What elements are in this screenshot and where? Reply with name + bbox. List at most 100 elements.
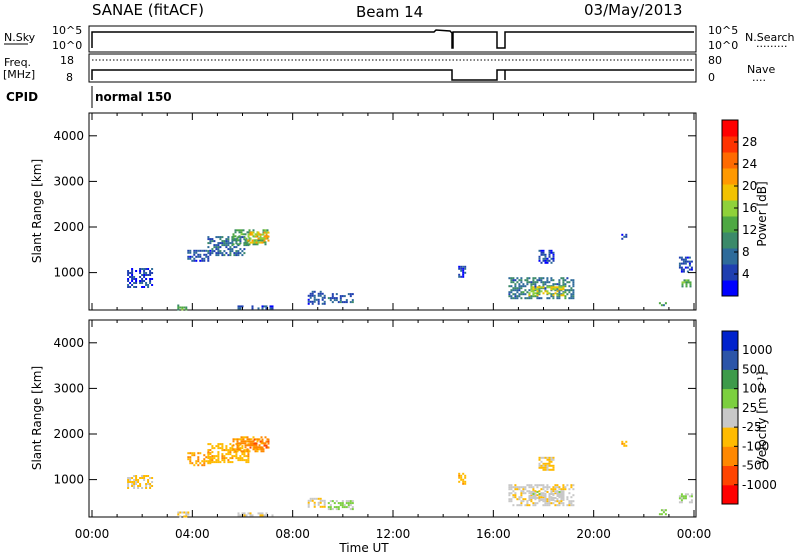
v-data-cell	[512, 494, 515, 497]
p-data-cell	[244, 233, 247, 236]
p-data-cell	[246, 241, 249, 244]
p-data-cell	[329, 299, 332, 302]
v-data-cell	[315, 497, 318, 500]
v-data-cell	[129, 477, 132, 479]
v-data-cell	[223, 459, 226, 462]
p-data-cell	[240, 231, 243, 234]
p-data-cell	[680, 258, 683, 261]
noise-trace	[91, 29, 694, 49]
p-data-cell	[149, 278, 152, 280]
v-data-cell	[131, 483, 134, 485]
v-data-cell	[558, 488, 561, 491]
p-data-cell	[135, 282, 138, 284]
v-data-cell	[145, 483, 148, 485]
p-data-cell	[510, 291, 513, 294]
v-data-cell	[530, 498, 533, 501]
v-data-cell	[217, 443, 220, 446]
v-data-cell	[145, 487, 148, 489]
colorbar-swatch	[722, 369, 738, 390]
v-data-cell	[534, 497, 537, 499]
v-data-cell	[528, 495, 531, 497]
nave-label: Nave	[747, 63, 775, 76]
v-data-cell	[151, 477, 154, 479]
v-data-cell	[536, 497, 539, 499]
p-data-cell	[556, 293, 559, 296]
v-data-cell	[333, 502, 336, 505]
p-data-cell	[560, 286, 563, 289]
v-data-cell	[337, 508, 340, 511]
p-data-cell	[538, 286, 541, 289]
v-data-cell	[662, 509, 665, 512]
v-data-cell	[540, 464, 543, 467]
p-data-cell	[528, 277, 531, 280]
p-data-cell	[219, 250, 222, 253]
v-data-cell	[265, 440, 268, 443]
p-data-cell	[351, 293, 354, 296]
p-data-cell	[564, 295, 567, 298]
v-data-cell	[213, 461, 216, 464]
v-data-cell	[686, 493, 689, 496]
v-data-cell	[147, 475, 150, 477]
v-data-cell	[133, 479, 136, 481]
v-data-cell	[508, 484, 511, 487]
nsearch-legend-dots: .........	[756, 37, 787, 50]
v-data-cell	[560, 497, 563, 499]
v-data-cell	[546, 504, 549, 507]
p-data-cell	[203, 259, 206, 262]
colorbar-swatch	[722, 168, 738, 185]
p-data-cell	[528, 292, 531, 295]
p-data-cell	[251, 241, 254, 244]
v-data-cell	[546, 458, 549, 461]
p-data-cell	[538, 257, 541, 260]
p-data-cell	[351, 299, 354, 302]
v-data-cell	[516, 486, 519, 489]
p-data-cell	[462, 273, 465, 276]
v-data-cell	[233, 455, 236, 458]
v-data-cell	[225, 457, 228, 460]
v-data-cell	[247, 455, 250, 458]
v-data-cell	[542, 466, 545, 469]
v-data-cell	[508, 500, 511, 503]
p-data-cell	[313, 296, 316, 299]
p-data-cell	[621, 237, 624, 240]
p-data-cell	[201, 259, 204, 262]
p-data-cell	[311, 290, 314, 293]
v-data-cell	[462, 482, 465, 485]
p-data-patch	[307, 290, 326, 305]
v-data-cell	[311, 497, 314, 500]
v-data-cell	[538, 462, 541, 465]
p-data-patch	[528, 286, 565, 297]
p-data-cell	[530, 288, 533, 291]
v-data-cell	[562, 486, 565, 489]
v-data-cell	[512, 486, 515, 489]
p-data-cell	[526, 281, 529, 284]
p-data-cell	[244, 237, 247, 240]
p-data-cell	[570, 287, 573, 290]
p-data-cell	[528, 294, 531, 297]
p-data-cell	[532, 288, 535, 291]
v-data-cell	[241, 457, 244, 460]
v-data-cell	[261, 438, 264, 441]
p-data-cell	[307, 300, 310, 303]
v-data-cell	[238, 444, 241, 447]
p-data-cell	[232, 233, 235, 236]
v-data-patch	[247, 438, 270, 449]
v-data-cell	[235, 457, 238, 460]
v-data-patch	[528, 491, 565, 501]
colorbar-swatch	[722, 350, 738, 370]
v-data-cell	[211, 451, 214, 454]
p-data-cell	[689, 283, 692, 286]
v-data-cell	[510, 498, 513, 501]
p-data-cell	[458, 275, 461, 278]
p-data-cell	[225, 238, 228, 241]
p-data-cell	[520, 279, 523, 282]
p-data-cell	[244, 241, 247, 244]
p-data-cell	[522, 293, 525, 296]
p-data-cell	[145, 282, 148, 284]
p-data-cell	[558, 297, 561, 300]
p-data-cell	[263, 237, 266, 240]
v-data-cell	[690, 499, 693, 502]
v-data-cell	[554, 488, 557, 491]
p-data-cell	[211, 250, 214, 253]
p-data-cell	[237, 250, 240, 253]
